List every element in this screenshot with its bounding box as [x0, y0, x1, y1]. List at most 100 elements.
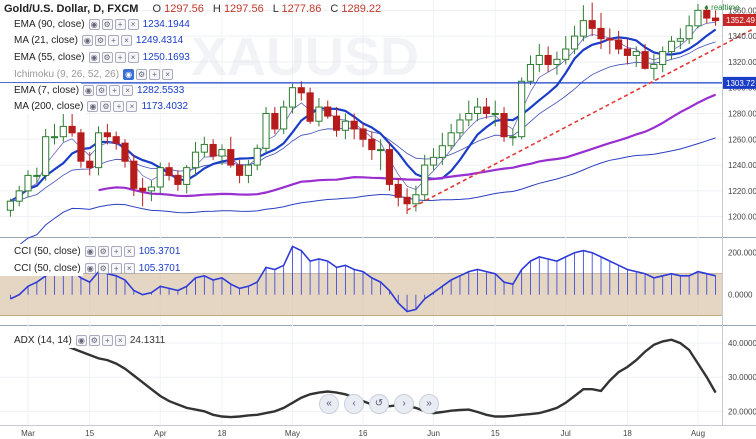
last-price-label: 1352.49	[726, 16, 755, 25]
close-icon[interactable]: ×	[120, 35, 132, 46]
time-axis[interactable]: Mar 15 Apr 18 May 16 Jun 15 Jul 18 Aug	[21, 429, 705, 438]
close-icon[interactable]: ×	[127, 19, 139, 30]
settings-icon[interactable]: ⚙	[97, 263, 109, 274]
eye-icon[interactable]: ◉	[83, 85, 95, 96]
candle-body	[165, 167, 173, 176]
ema90-line	[98, 93, 717, 198]
time-tick-label: Jul	[561, 429, 571, 438]
add-icon[interactable]: +	[114, 52, 126, 63]
eye-icon[interactable]: ◉	[123, 69, 135, 80]
close-icon[interactable]: ×	[122, 85, 134, 96]
candle-body	[121, 142, 129, 162]
price-panel[interactable]	[0, 2, 753, 251]
candle-body	[200, 143, 208, 153]
add-icon[interactable]: +	[149, 69, 161, 80]
close-icon[interactable]: ×	[162, 69, 174, 80]
settings-icon[interactable]: ⚙	[101, 19, 113, 30]
scroll-left-icon[interactable]: ‹	[344, 394, 364, 414]
candle-body	[59, 125, 67, 138]
candle-body	[403, 196, 411, 205]
ma200-line	[10, 137, 716, 251]
candle-body	[306, 92, 314, 122]
close-icon[interactable]: ×	[127, 52, 139, 63]
eye-icon[interactable]: ◉	[87, 101, 99, 112]
price-tick-label: 1200.00	[728, 213, 756, 222]
add-icon[interactable]: +	[110, 263, 122, 274]
cci-line	[10, 245, 716, 313]
price-tick-label: 1320.00	[728, 58, 756, 67]
candle-body	[597, 27, 605, 40]
time-tick-label: Apr	[154, 429, 167, 438]
candle-body	[262, 112, 270, 149]
candle-body	[227, 149, 235, 166]
add-icon[interactable]: +	[114, 19, 126, 30]
candle-body	[615, 39, 623, 50]
candle-body	[562, 48, 570, 60]
close-icon[interactable]: ×	[114, 335, 126, 346]
settings-icon[interactable]: ⚙	[94, 35, 106, 46]
symbol-title: Gold/U.S. Dollar, D, FXCM	[4, 3, 139, 15]
add-icon[interactable]: +	[101, 335, 113, 346]
high-label: H	[212, 3, 221, 15]
price-tick-label: 1240.00	[728, 161, 756, 170]
candle-body	[139, 187, 147, 192]
candle-body	[641, 51, 649, 69]
eye-icon[interactable]: ◉	[81, 35, 93, 46]
settings-icon[interactable]: ⚙	[101, 52, 113, 63]
candle-body	[332, 115, 341, 131]
eye-icon[interactable]: ◉	[88, 52, 100, 63]
add-icon[interactable]: +	[107, 35, 119, 46]
candle-body	[632, 51, 640, 56]
eye-icon[interactable]: ◉	[75, 335, 87, 346]
scroll-end-icon[interactable]: »	[419, 394, 439, 414]
time-tick-label: Mar	[21, 429, 35, 438]
high-value: 1297.56	[223, 3, 264, 15]
settings-icon[interactable]: ⚙	[96, 85, 108, 96]
candle-body	[103, 132, 111, 138]
add-icon[interactable]: +	[113, 101, 125, 112]
chart-header: Gold/U.S. Dollar, D, FXCM O 1297.56 H 12…	[4, 2, 381, 17]
eye-icon[interactable]: ◉	[88, 19, 100, 30]
candle-body	[482, 106, 490, 114]
close-icon[interactable]: ×	[123, 263, 135, 274]
add-icon[interactable]: +	[109, 85, 121, 96]
candle-body	[650, 63, 658, 69]
candle-body	[509, 136, 517, 139]
settings-icon[interactable]: ⚙	[100, 101, 112, 112]
adx-tick-label: 40.0000	[728, 339, 756, 348]
candle-body	[447, 132, 455, 147]
close-icon[interactable]: ×	[126, 101, 138, 112]
candle-body	[526, 63, 535, 82]
candle-body	[703, 9, 711, 19]
candle-body	[156, 167, 164, 188]
candle-body	[42, 136, 50, 176]
scroll-start-icon[interactable]: «	[319, 394, 339, 414]
ohlc-readout: O 1297.56 H 1297.56 L 1277.86 C 1289.22	[146, 2, 381, 17]
candle-body	[359, 128, 367, 140]
settings-icon[interactable]: ⚙	[88, 335, 100, 346]
eye-icon[interactable]: ◉	[84, 263, 96, 274]
price-axis[interactable]: 1360.001340.001320.001300.001280.001260.…	[723, 6, 756, 416]
cci-tick-label: 200.0000	[728, 249, 756, 258]
close-icon[interactable]: ×	[123, 246, 135, 257]
candle-body	[438, 145, 446, 158]
scroll-right-icon[interactable]: ›	[394, 394, 414, 414]
candle-body	[130, 160, 138, 189]
candle-body	[271, 112, 279, 130]
candle-body	[33, 174, 41, 177]
add-icon[interactable]: +	[110, 246, 122, 257]
eye-icon[interactable]: ◉	[84, 246, 96, 257]
settings-icon[interactable]: ⚙	[136, 69, 148, 80]
candle-body	[183, 167, 191, 185]
candle-body	[191, 151, 200, 169]
settings-icon[interactable]: ⚙	[97, 246, 109, 257]
reset-view-icon[interactable]: ↺	[369, 394, 389, 414]
level-price-tag	[723, 76, 756, 89]
candle-body	[244, 164, 252, 176]
candle-body	[588, 20, 596, 29]
candle-body	[341, 120, 349, 131]
candle-body	[579, 20, 587, 37]
cci-panel[interactable]	[0, 245, 722, 317]
time-tick-label: 18	[218, 429, 227, 438]
